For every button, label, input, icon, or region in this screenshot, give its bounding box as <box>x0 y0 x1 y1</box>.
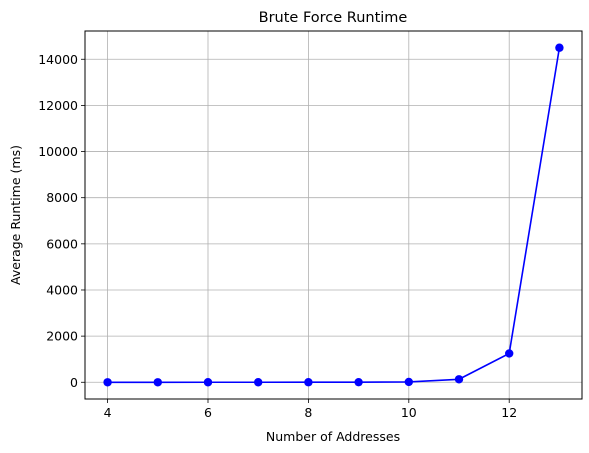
x-tick-label: 10 <box>401 405 417 420</box>
data-point <box>555 43 564 52</box>
data-point <box>454 375 464 384</box>
y-tick-label: 12000 <box>38 98 78 113</box>
y-tick-label: 0 <box>70 375 78 390</box>
chart-title: Brute Force Runtime <box>259 10 408 26</box>
data-point <box>354 377 363 387</box>
y-axis-label: Average Runtime (ms) <box>8 145 23 285</box>
y-tick-label: 4000 <box>46 282 78 297</box>
y-tick-label: 10000 <box>38 144 78 159</box>
y-tick-label: 8000 <box>46 190 78 205</box>
series-line <box>107 47 561 384</box>
data-point <box>153 378 162 387</box>
x-tick-label: 8 <box>304 405 312 420</box>
x-tick-label: 12 <box>501 405 517 420</box>
y-tick-label: 6000 <box>46 236 78 251</box>
data-point <box>253 378 263 387</box>
data-point <box>203 378 213 387</box>
data-point <box>304 378 313 387</box>
plot-frame <box>84 30 583 400</box>
data-point <box>404 377 414 387</box>
x-tick-label: 6 <box>204 405 212 420</box>
data-point <box>505 349 514 358</box>
x-axis-label: Number of Addresses <box>266 429 400 444</box>
axis-ticks: 4 6 8 10 12 0 2000 4000 6000 8000 10000 12000 14000 <box>38 52 517 420</box>
data-series <box>103 43 564 387</box>
x-tick-label: 4 <box>104 405 112 420</box>
y-tick-label: 14000 <box>38 52 78 67</box>
data-point <box>103 378 112 387</box>
y-tick-label: 2000 <box>46 329 78 344</box>
